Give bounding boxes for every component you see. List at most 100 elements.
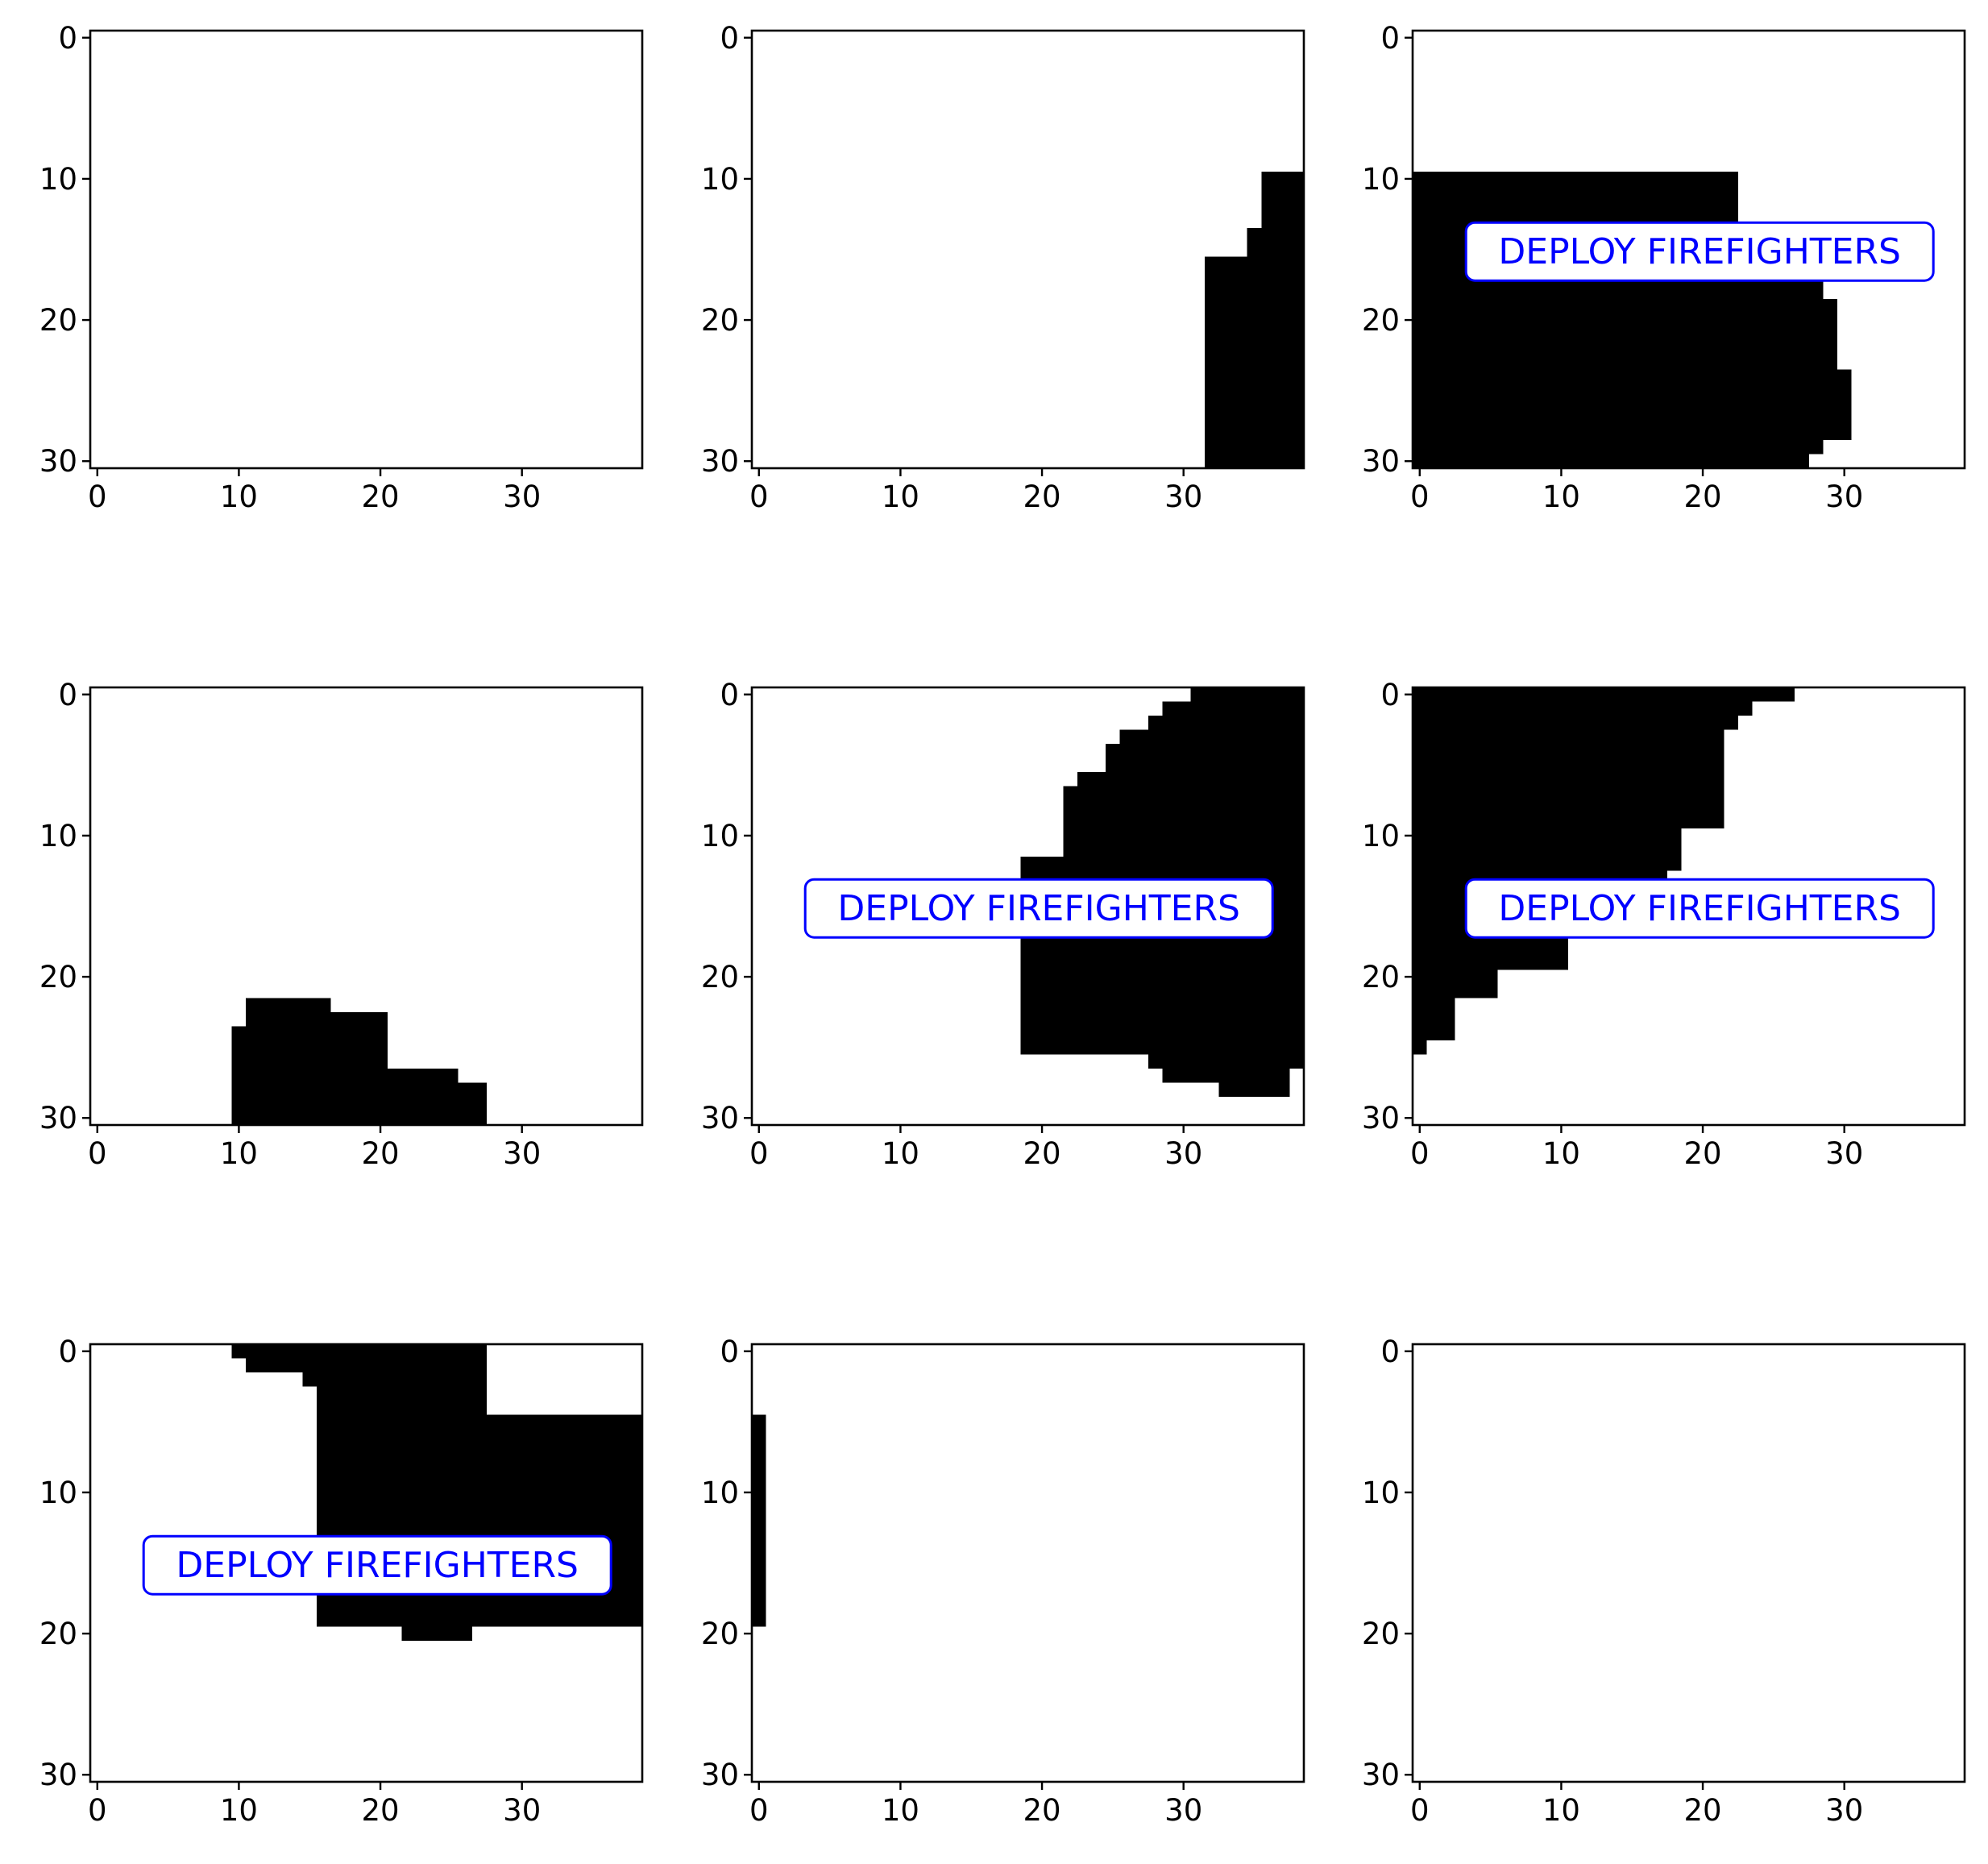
fill-region [1106, 744, 1304, 773]
panel-7: 0 10 20 30 0 10 20 30 DEPLOY FIREFIGHTERS [39, 1335, 644, 1828]
y-tick-label: 10 [701, 1476, 739, 1510]
x-tick-label: 10 [220, 1793, 258, 1828]
x-tick-label: 20 [362, 1793, 400, 1828]
y-tick-label: 30 [39, 444, 77, 479]
x-tick-label: 0 [1410, 479, 1430, 514]
fill-region [1190, 687, 1304, 702]
y-tick-label: 30 [701, 444, 739, 479]
y-tick-label: 10 [1362, 819, 1400, 853]
fill-region [1413, 716, 1738, 730]
x-tick-label: 20 [1023, 1793, 1061, 1828]
y-tick-label: 30 [39, 1758, 77, 1792]
y-tick-label: 0 [720, 1335, 739, 1369]
axes-frame [750, 686, 1305, 1127]
fill-region [1413, 998, 1455, 1040]
x-tick-label: 30 [1164, 1793, 1202, 1828]
y-tick-label: 0 [720, 21, 739, 56]
fill-region [231, 1068, 459, 1083]
fill-region [1261, 172, 1304, 229]
x-tick-label: 10 [220, 479, 258, 514]
x-tick-label: 10 [1542, 479, 1580, 514]
fill-region [246, 1358, 487, 1373]
x-tick-label: 10 [882, 479, 919, 514]
deploy-label-box [803, 878, 1274, 939]
y-tick-label: 20 [39, 1617, 77, 1651]
y-tick-label: 10 [39, 1476, 77, 1510]
axes-frame [1411, 686, 1966, 1127]
fill-region [231, 1344, 487, 1359]
y-tick-label: 0 [58, 21, 77, 56]
x-tick-label: 20 [362, 479, 400, 514]
x-tick-label: 10 [1542, 1136, 1580, 1171]
y-tick-label: 10 [39, 162, 77, 197]
fill-region [1077, 772, 1304, 787]
fill-region [1148, 716, 1304, 730]
y-tick-label: 30 [1362, 444, 1400, 479]
fill-region [752, 1414, 766, 1627]
fill-region [1162, 1068, 1290, 1083]
panel-9: 0 10 20 30 0 10 20 30 [1362, 1335, 1966, 1828]
y-tick-label: 20 [39, 303, 77, 338]
panel-background [1413, 1344, 1965, 1782]
panel-2: 0 10 20 30 0 10 20 30 [701, 21, 1305, 514]
x-tick-label: 0 [88, 479, 107, 514]
axes-frame [750, 1343, 1305, 1783]
deploy-label-box [1464, 878, 1935, 939]
panel-6: 0 10 20 30 0 10 20 30 DEPLOY FIREFIGHTERS [1362, 678, 1966, 1171]
fill-region [302, 1372, 487, 1387]
fill-region [1218, 1082, 1290, 1097]
fill-region [1413, 298, 1837, 370]
x-tick-label: 30 [503, 1793, 541, 1828]
deploy-label-box [1464, 221, 1935, 282]
x-tick-label: 20 [362, 1136, 400, 1171]
x-tick-label: 20 [1684, 1793, 1722, 1828]
x-tick-label: 20 [1684, 479, 1722, 514]
y-tick-label: 10 [1362, 162, 1400, 197]
x-tick-label: 20 [1684, 1136, 1722, 1171]
fill-region [246, 1011, 388, 1027]
x-tick-label: 10 [1542, 1793, 1580, 1828]
y-tick-label: 20 [701, 1617, 739, 1651]
y-tick-label: 0 [58, 1335, 77, 1369]
x-tick-label: 30 [503, 479, 541, 514]
fill-region [246, 998, 331, 1012]
deploy-label-text: DEPLOY FIREFIGHTERS [1498, 888, 1901, 929]
fill-region [1413, 969, 1498, 998]
axes-frame [89, 1343, 644, 1783]
panel-1: 0 10 20 30 0 10 20 30 [39, 21, 644, 514]
fill-region [1247, 228, 1304, 257]
x-tick-label: 0 [1410, 1136, 1430, 1171]
x-tick-label: 0 [88, 1793, 107, 1828]
fill-region [1162, 701, 1304, 716]
axes-frame [89, 29, 644, 470]
y-tick-label: 10 [701, 819, 739, 853]
fill-region [1413, 744, 1724, 829]
y-tick-label: 10 [39, 819, 77, 853]
x-tick-label: 30 [1825, 479, 1863, 514]
fill-region [401, 1626, 473, 1641]
y-tick-label: 30 [701, 1758, 739, 1792]
panel-background [752, 1344, 1304, 1782]
fill-region [1205, 256, 1304, 468]
deploy-label-text: DEPLOY FIREFIGHTERS [837, 888, 1240, 929]
x-tick-label: 0 [88, 1136, 107, 1171]
y-tick-label: 20 [1362, 960, 1400, 994]
deploy-label-text: DEPLOY FIREFIGHTERS [176, 1545, 579, 1586]
fill-region [1119, 729, 1304, 745]
panel-3: 0 10 20 30 0 10 20 30 DEPLOY FIREFIGHTERS [1362, 21, 1966, 514]
fill-region [231, 1026, 388, 1069]
y-tick-label: 0 [58, 678, 77, 712]
fill-region [1413, 729, 1724, 745]
x-tick-label: 30 [503, 1136, 541, 1171]
panel-4: 0 10 20 30 0 10 20 30 [39, 678, 644, 1171]
panel-background [90, 31, 642, 468]
fill-region [1413, 439, 1824, 455]
y-tick-label: 10 [701, 162, 739, 197]
fill-region [231, 1082, 487, 1125]
axes-frame [750, 29, 1305, 470]
deploy-label-box [142, 1534, 612, 1596]
y-tick-label: 0 [1380, 678, 1400, 712]
x-tick-label: 0 [749, 1793, 769, 1828]
x-tick-label: 0 [1410, 1793, 1430, 1828]
